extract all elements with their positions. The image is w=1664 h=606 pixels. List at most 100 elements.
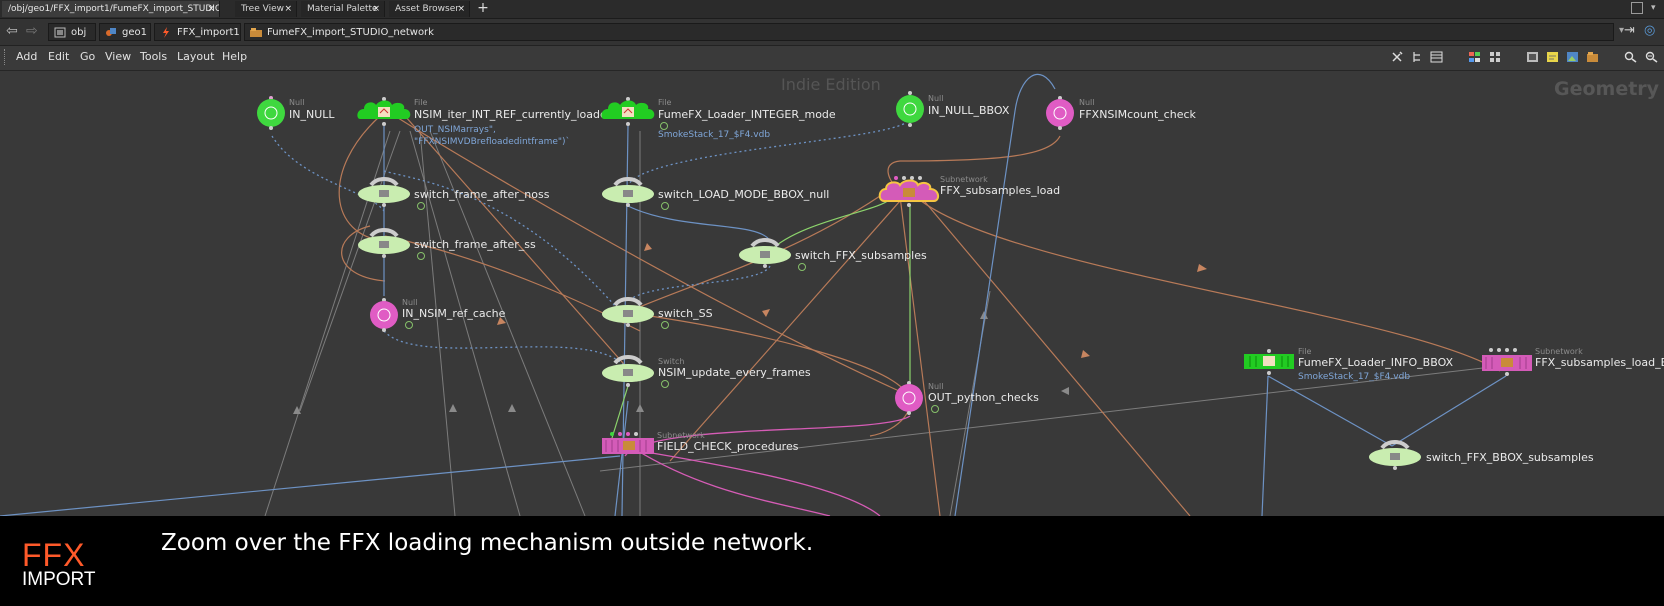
node-type-label: Subnetwork [940, 175, 988, 184]
network-canvas[interactable]: Indie Edition Geometry Null IN_NULL File… [0, 71, 1664, 516]
forward-arrow-icon[interactable]: ⇨ [26, 23, 38, 39]
breadcrumb-label: FFX_import1 [177, 27, 240, 38]
null-node-icon [370, 298, 398, 332]
breadcrumb-obj[interactable]: obj [48, 23, 96, 41]
display-flag-icon[interactable] [931, 405, 939, 413]
tab-label: Asset Browser [395, 4, 459, 14]
close-icon[interactable]: × [284, 4, 292, 14]
display-flag-icon[interactable] [417, 202, 425, 210]
node-name-label: FumeFX_Loader_INFO_BBOX [1298, 356, 1454, 369]
pane-menu-icon[interactable]: ▾ [1651, 3, 1656, 13]
ffx-import-logo: FFX IMPORT [22, 537, 122, 590]
node-comment: SmokeStack_17_$F4.vdb [658, 130, 771, 140]
breadcrumb-ffx-import1[interactable]: FFX_import1 [154, 23, 241, 41]
back-arrow-icon[interactable]: ⇦ [6, 23, 18, 39]
grid-colors-icon[interactable] [1468, 51, 1481, 63]
obj-icon [54, 27, 66, 38]
close-icon[interactable]: × [207, 4, 215, 14]
close-icon[interactable]: × [457, 4, 465, 14]
tree-icon[interactable] [1411, 51, 1424, 63]
menu-view[interactable]: View [105, 50, 132, 63]
tab-network-path[interactable]: /obj/geo1/FFX_import1/FumeFX_import_STUD… [2, 1, 220, 17]
add-tab-button[interactable]: + [477, 0, 489, 16]
tab-asset-browser[interactable]: Asset Browser × [389, 1, 470, 17]
breadcrumb-label: geo1 [122, 27, 147, 38]
tab-label: Tree View [241, 4, 284, 14]
node-comment-line: OUT_NSIMarrays", [414, 125, 496, 135]
node-name-label: IN_NULL_BBOX [928, 104, 1010, 117]
background-image-icon[interactable] [1566, 51, 1579, 63]
list-icon[interactable] [1430, 51, 1443, 63]
node-name-label: FFXNSIMcount_check [1079, 108, 1196, 121]
node-name-label: switch_frame_after_noss [414, 188, 550, 201]
null-node-icon [896, 91, 924, 127]
display-flag-icon[interactable] [661, 321, 669, 329]
breadcrumb-label: obj [71, 27, 87, 38]
search-icon[interactable] [1624, 51, 1637, 63]
context-watermark: Geometry [1554, 78, 1660, 100]
display-flag-icon[interactable] [417, 252, 425, 260]
node-name-label: switch_FFX_subsamples [795, 249, 927, 262]
grid-icon[interactable] [1489, 51, 1502, 63]
display-flag-icon[interactable] [405, 321, 413, 329]
node-name-label: IN_NULL [289, 108, 335, 121]
menu-edit[interactable]: Edit [48, 50, 70, 63]
maximize-pane-icon[interactable] [1631, 2, 1643, 14]
close-icon[interactable]: × [372, 4, 380, 14]
subnet-icon [250, 28, 262, 37]
logo-ffx-text: FFX [22, 537, 86, 573]
node-name-label: switch_LOAD_MODE_BBOX_null [658, 188, 830, 201]
image-icon[interactable] [1526, 51, 1539, 63]
node-name-label: switch_SS [658, 307, 713, 320]
null-node-icon [1046, 96, 1074, 130]
node-type-label: Null [928, 94, 944, 103]
menu-help[interactable]: Help [222, 50, 248, 63]
sticky-note-icon[interactable] [1546, 51, 1559, 63]
link-icon[interactable]: ◎ [1644, 23, 1656, 38]
node-type-label: Null [928, 382, 944, 391]
subnet-node-icon [878, 176, 940, 207]
menu-go[interactable]: Go [80, 50, 96, 63]
file-node-icon [601, 97, 655, 126]
ffx-icon [163, 27, 169, 38]
node-type-label: Switch [658, 357, 685, 366]
display-flag-icon[interactable] [660, 122, 668, 130]
menu-add[interactable]: Add [16, 50, 38, 63]
node-name-label: FIELD_CHECK_procedures [657, 440, 799, 453]
chevron-down-icon[interactable]: ▾ [1618, 25, 1624, 36]
zoom-icon[interactable] [1645, 51, 1658, 63]
display-flag-icon[interactable] [661, 202, 669, 210]
node-comment-line: "FFXNSIMVDBrefloadedintframe")` [414, 137, 571, 147]
grip-handle[interactable] [4, 49, 8, 65]
wrench-icon[interactable] [1391, 51, 1404, 63]
tab-label: Material Palette [307, 4, 378, 14]
tab-material-palette[interactable]: Material Palette × [301, 1, 385, 17]
path-bar: ⇦ ⇨ obj geo1 FFX_import1 FumeFX_import_S… [0, 19, 1664, 46]
node-name-label: switch_frame_after_ss [414, 238, 536, 251]
switch-node-icon [1369, 440, 1421, 470]
node-type-label: File [1298, 347, 1312, 356]
node-type-label: Subnetwork [657, 431, 705, 440]
display-flag-icon[interactable] [661, 380, 669, 388]
pane-tab-bar: /obj/geo1/FFX_import1/FumeFX_import_STUD… [0, 0, 1664, 19]
tab-tree-view[interactable]: Tree View × [235, 1, 297, 17]
display-flag-icon[interactable] [798, 263, 806, 271]
node-name-label: IN_NSIM_ref_cache [402, 307, 506, 320]
switch-node-icon [602, 297, 654, 327]
file-node-icon [357, 97, 411, 126]
breadcrumb-network[interactable]: FumeFX_import_STUDIO_network [244, 23, 1614, 41]
network-box-icon[interactable] [1586, 51, 1599, 63]
switch-node-icon [602, 177, 654, 207]
geo-icon [106, 28, 116, 36]
node-type-label: Null [1079, 98, 1095, 107]
node-name-label: FFX_subsamples_load [940, 184, 1061, 197]
node-name-label: FumeFX_Loader_INTEGER_mode [658, 108, 836, 121]
menu-layout[interactable]: Layout [177, 50, 215, 63]
node-type-label: File [658, 98, 672, 107]
breadcrumb-geo1[interactable]: geo1 [99, 23, 151, 41]
pin-icon[interactable]: ⇥ [1624, 23, 1635, 38]
null-node-icon [895, 381, 923, 415]
caption-text: Zoom over the FFX loading mechanism outs… [161, 530, 814, 556]
menu-tools[interactable]: Tools [140, 50, 168, 63]
switch-node-icon [358, 228, 410, 258]
